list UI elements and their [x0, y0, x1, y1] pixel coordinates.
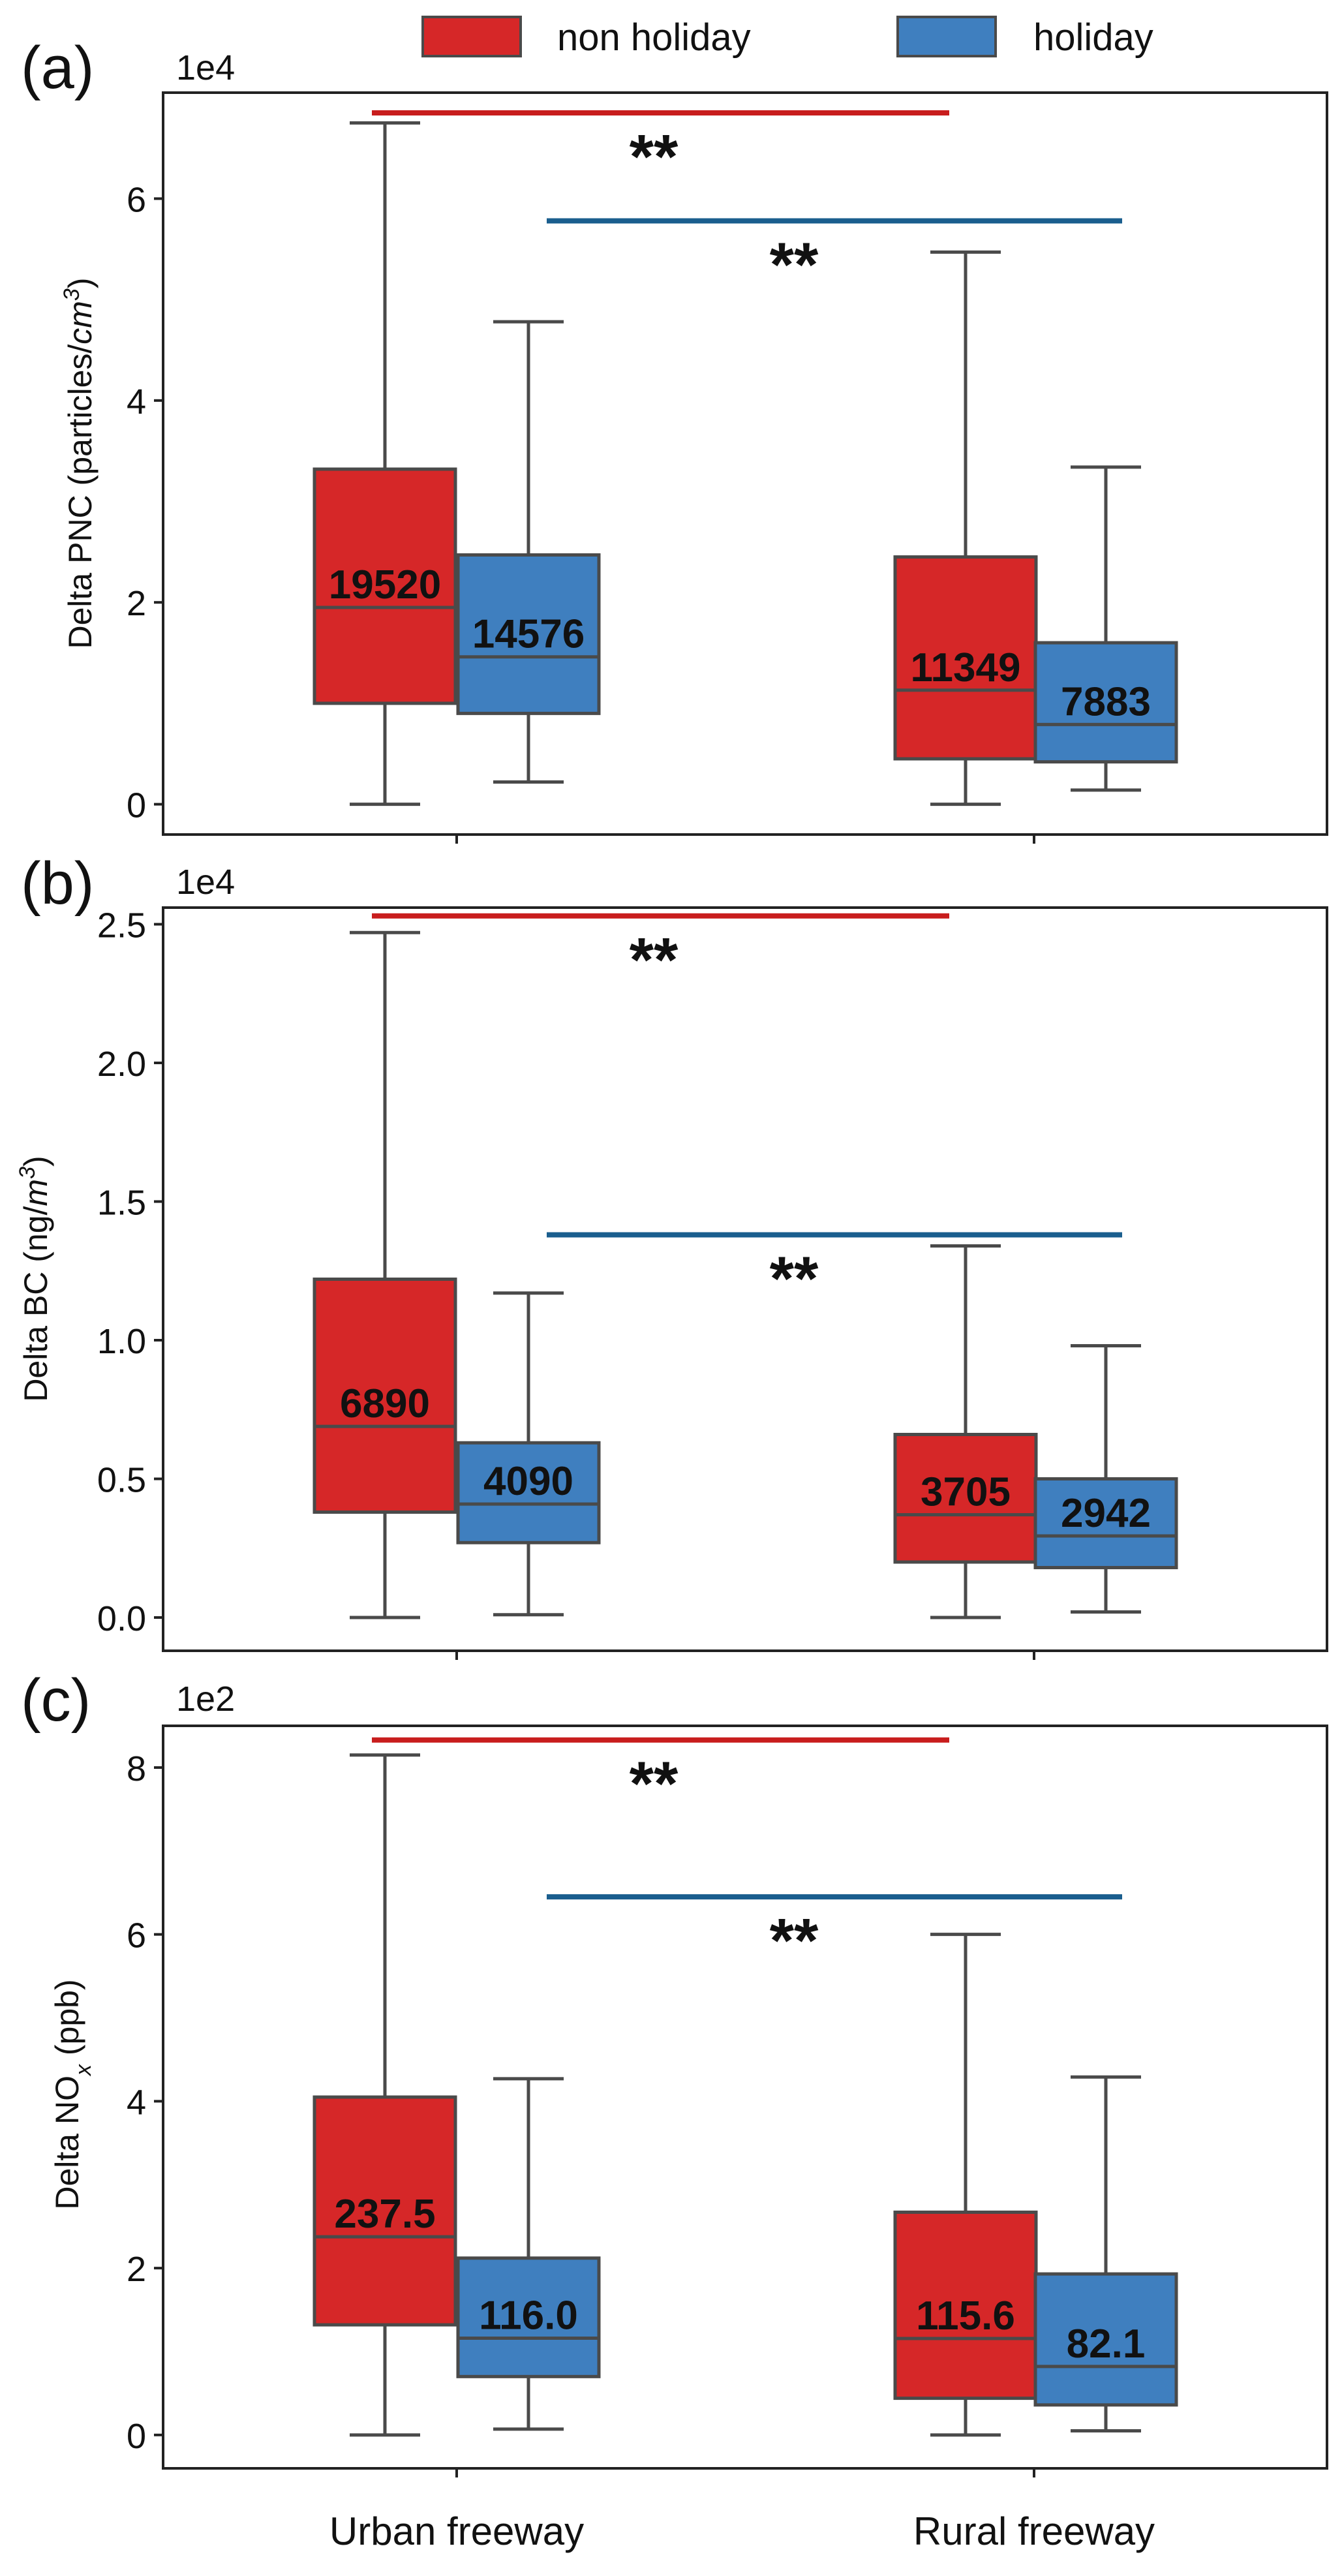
median-label: 4090 — [483, 1459, 573, 1504]
box-non-holiday-urban-freeway[interactable]: 237.5 — [313, 1753, 457, 2437]
median-label: 116.0 — [479, 2293, 578, 2338]
x-category-label-rural: Rural freeway — [913, 2509, 1155, 2553]
box-body — [893, 555, 1038, 761]
median-label: 19520 — [329, 562, 441, 607]
box-body — [456, 553, 601, 715]
y-tick-label: 2.5 — [97, 906, 146, 945]
box-body — [313, 2095, 457, 2327]
median-label: 11349 — [911, 645, 1021, 690]
panel-a-ylabel: Delta PNC (particles/cm3) — [59, 277, 99, 649]
median-label: 6890 — [340, 1381, 430, 1426]
box-holiday-rural-freeway[interactable]: 82.1 — [1033, 2075, 1178, 2432]
panel-b-ylabel: Delta BC (ng/m3) — [15, 1156, 54, 1402]
median-label: 82.1 — [1067, 2322, 1146, 2367]
panel-c-scale-label: 1e2 — [176, 1679, 235, 1719]
panel-b-plot: 0.0 0.5 1.0 1.5 2.0 2.5 6890 3705 4090 2942 ** ** — [97, 906, 1178, 1660]
box-body — [1033, 2272, 1178, 2407]
box-body — [313, 467, 457, 705]
panel-a-scale-label: 1e4 — [176, 48, 235, 87]
y-tick-label: 1.5 — [97, 1184, 146, 1223]
panel-a: (a) 1e4 Delta PNC (particles/cm3) 0 2 4 6 19… — [21, 35, 1328, 844]
significance-mark-non-holiday: ** — [630, 1749, 679, 1819]
panel-a-label: (a) — [21, 35, 94, 101]
y-tick-label: 6 — [127, 180, 146, 219]
box-body — [1033, 1477, 1178, 1569]
y-tick-label: 4 — [127, 382, 146, 422]
median-label: 3705 — [921, 1470, 1011, 1515]
box-non-holiday-rural-freeway[interactable]: 11349 — [893, 250, 1038, 806]
y-tick-label: 6 — [127, 1916, 146, 1955]
legend-item-holiday[interactable]: holiday — [896, 16, 1153, 59]
panel-c-frame — [162, 1725, 1328, 2470]
box-non-holiday-urban-freeway[interactable]: 6890 — [313, 930, 457, 1619]
panel-b-scale-label: 1e4 — [176, 863, 235, 902]
legend-swatch-non-holiday — [421, 16, 522, 57]
legend-label-non-holiday: non holiday — [557, 16, 751, 59]
median-label: 237.5 — [334, 2192, 435, 2237]
significance-mark-non-holiday: ** — [630, 122, 679, 192]
legend-item-non-holiday[interactable]: non holiday — [421, 16, 751, 59]
box-non-holiday-urban-freeway[interactable]: 19520 — [313, 121, 457, 806]
panel-c-label: (c) — [21, 1667, 91, 1734]
legend-label-holiday: holiday — [1033, 16, 1153, 59]
panel-b-frame — [162, 906, 1328, 1652]
panel-a-frame — [162, 91, 1328, 836]
y-tick-label: 2 — [127, 2250, 146, 2289]
y-tick-label: 2.0 — [97, 1045, 146, 1084]
y-tick-label: 0.5 — [97, 1461, 146, 1500]
box-holiday-urban-freeway[interactable]: 14576 — [456, 320, 601, 784]
median-label: 2942 — [1061, 1491, 1151, 1536]
y-tick-label: 0 — [127, 786, 146, 825]
panel-b-label: (b) — [21, 850, 94, 917]
significance-mark-holiday: ** — [770, 1906, 819, 1976]
panel-b: (b) 1e4 Delta BC (ng/m3) 0.0 0.5 1.0 1.5 2.0… — [15, 850, 1328, 1660]
panel-c-ylabel: Delta NOx (ppb) — [49, 1979, 96, 2209]
legend: non holiday holiday — [421, 16, 1153, 59]
median-label: 7883 — [1061, 679, 1151, 724]
box-body — [456, 1441, 601, 1544]
significance-mark-holiday: ** — [770, 230, 819, 299]
y-tick-label: 8 — [127, 1749, 146, 1788]
panel-c-plot: 0 2 4 6 8 237.5 115.6 116.0 82.1 ** ** — [127, 1737, 1178, 2477]
significance-mark-non-holiday: ** — [630, 925, 679, 995]
y-tick-label: 4 — [127, 2083, 146, 2122]
legend-swatch-holiday — [896, 16, 997, 57]
x-category-label-urban: Urban freeway — [329, 2509, 584, 2553]
box-body — [893, 2210, 1038, 2400]
median-label: 14576 — [472, 612, 585, 657]
significance-mark-holiday: ** — [770, 1244, 819, 1314]
median-label: 115.6 — [916, 2293, 1015, 2338]
y-tick-label: 1.0 — [97, 1322, 146, 1361]
y-tick-label: 0.0 — [97, 1599, 146, 1638]
box-body — [1033, 641, 1178, 764]
box-holiday-urban-freeway[interactable]: 4090 — [456, 1291, 601, 1617]
y-tick-label: 0 — [127, 2417, 146, 2456]
panel-a-plot: 0 2 4 6 19520 11349 14576 7883 ** ** — [127, 110, 1178, 844]
box-holiday-rural-freeway[interactable]: 2942 — [1033, 1344, 1178, 1614]
box-holiday-rural-freeway[interactable]: 7883 — [1033, 465, 1178, 792]
box-body — [456, 2256, 601, 2378]
box-non-holiday-rural-freeway[interactable]: 115.6 — [893, 1933, 1038, 2437]
box-body — [313, 1278, 457, 1514]
panel-c: (c) 1e2 Delta NOx (ppb) 0 2 4 6 8 237.5 115.6 1… — [21, 1667, 1328, 2477]
box-holiday-urban-freeway[interactable]: 116.0 — [456, 2077, 601, 2431]
y-tick-label: 2 — [127, 584, 146, 623]
